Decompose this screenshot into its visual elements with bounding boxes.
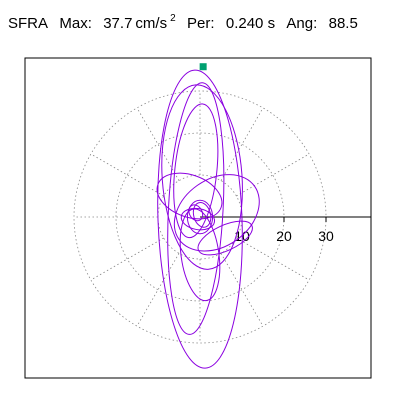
period-value: 0.240 s (225, 15, 276, 32)
grid-spoke (236, 237, 310, 281)
orbit-trace (161, 84, 243, 270)
radial-tick-label: 20 (276, 228, 292, 244)
orbit-trace (157, 69, 243, 369)
plot-frame (24, 57, 372, 379)
grid-spoke (136, 253, 180, 327)
angle-label: Ang: (286, 15, 318, 32)
peak-marker (199, 63, 207, 71)
orbit-trace (197, 220, 253, 256)
angle-value: 88.5 (328, 15, 358, 32)
period-label: Per: (187, 15, 215, 32)
orbit-trace (167, 82, 225, 335)
max-label: Max: (59, 15, 92, 32)
grid-spoke (90, 237, 164, 281)
title-bar: SFRA Max: 37.7 cm/s 2 Per: 0.240 s Ang: 88… (8, 13, 361, 38)
orbit-trace (186, 199, 214, 235)
grid-spoke (90, 153, 164, 197)
orbit-trace (156, 172, 223, 220)
station-name: SFRA (8, 15, 49, 32)
grid-spoke (136, 107, 180, 181)
max-unit-exponent: 2 (170, 13, 176, 24)
max-value: 37.7 (103, 15, 133, 32)
peak-marker-group (199, 63, 207, 71)
radial-axis: 10 20 30 (200, 216, 371, 244)
grid-spoke (236, 153, 310, 197)
orbit-trace (188, 204, 204, 222)
orbit-traces (156, 69, 260, 369)
max-unit: cm/s (135, 15, 168, 32)
orbit-trace (173, 103, 219, 239)
orbit-trace (173, 174, 260, 252)
radial-tick-label: 30 (318, 228, 334, 244)
orbit-trace (180, 207, 216, 231)
